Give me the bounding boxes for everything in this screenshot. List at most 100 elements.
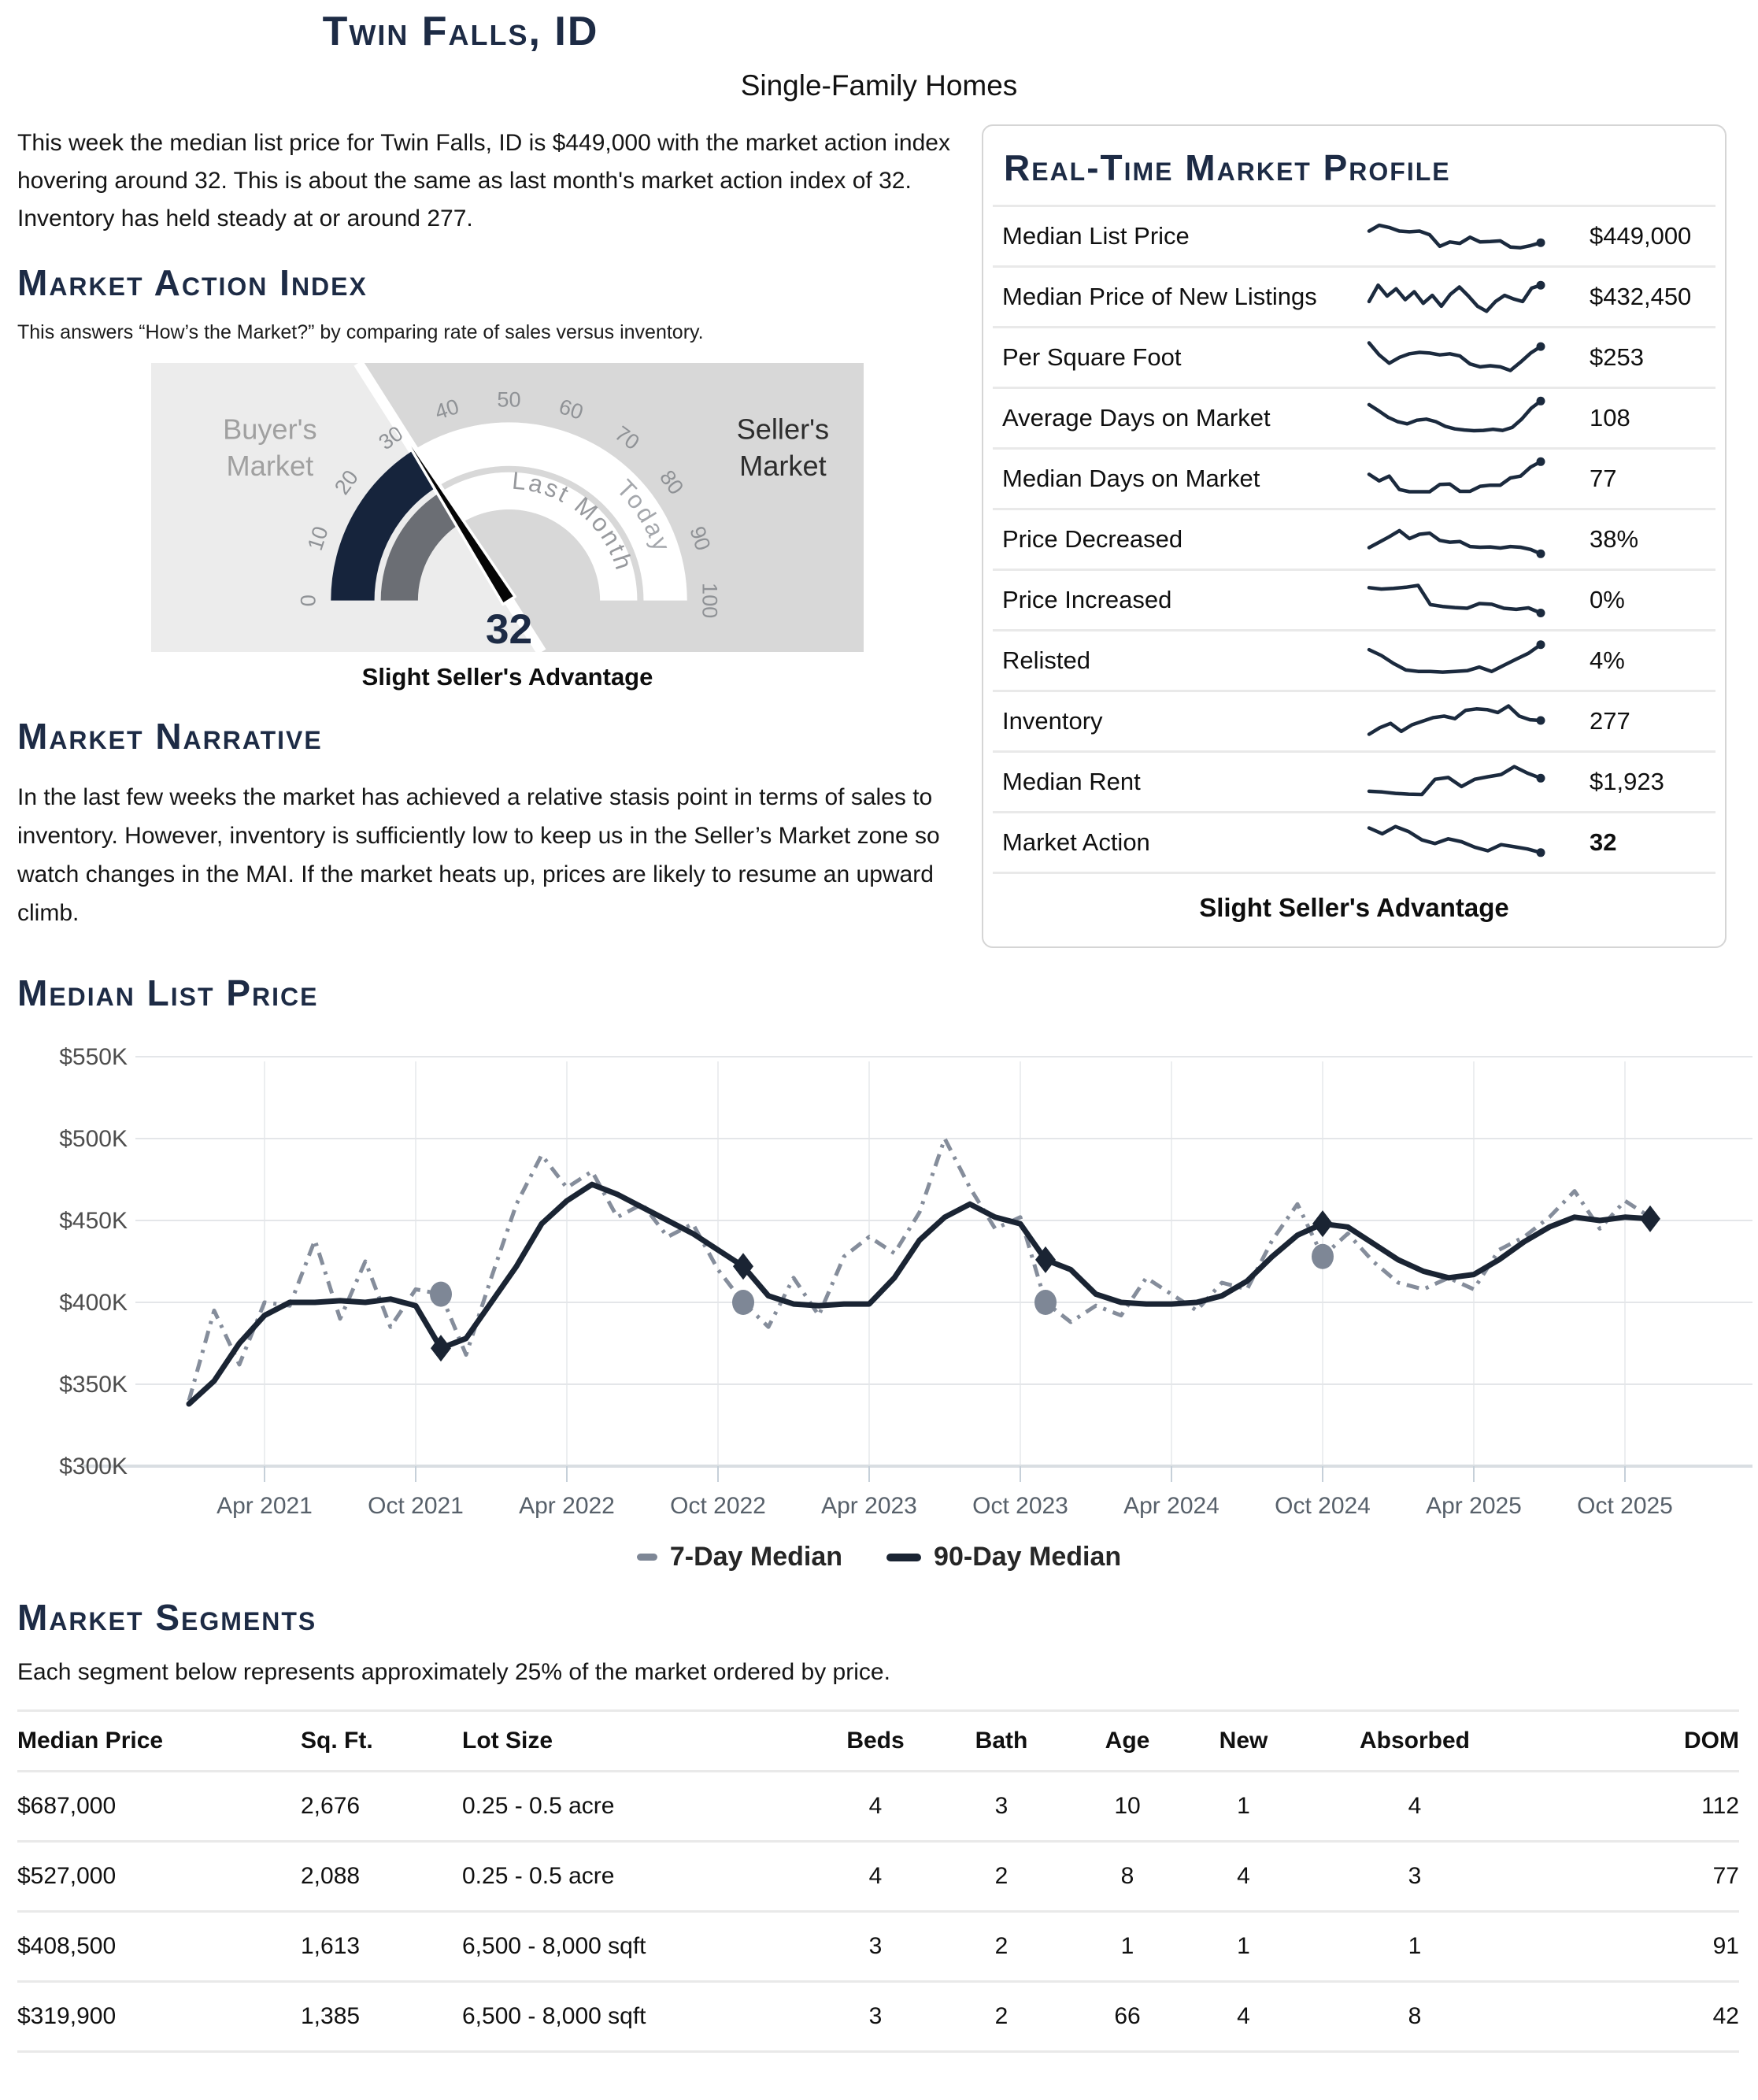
profile-row-value: 108 bbox=[1590, 404, 1630, 431]
sellers-market-label: Seller's bbox=[737, 413, 830, 446]
buyers-market-label: Buyer's bbox=[223, 413, 317, 446]
profile-row-value: $449,000 bbox=[1590, 222, 1692, 250]
segments-cell: 1,385 bbox=[301, 2003, 361, 2029]
x-axis-label: Apr 2023 bbox=[821, 1493, 917, 1519]
profile-row-label: Median Rent bbox=[1002, 768, 1141, 795]
segments-table: Median Price Sq. Ft. Lot Size Beds Bath Age Ne… bbox=[17, 1709, 1739, 2053]
profile-row-label: Price Decreased bbox=[1002, 525, 1183, 553]
sparkline bbox=[1367, 341, 1545, 372]
mai-subtitle: This answers “How’s the Market?” by comp… bbox=[17, 321, 704, 343]
x-axis-label: Oct 2021 bbox=[368, 1493, 464, 1519]
profile-row: Price Increased 0% bbox=[993, 571, 1715, 631]
segments-cell: 1 bbox=[1237, 1933, 1250, 1959]
sparkline bbox=[1367, 583, 1545, 617]
y-axis-label: $350K bbox=[59, 1372, 128, 1398]
profile-row-label: Market Action bbox=[1002, 828, 1150, 856]
segments-header-row: Median Price Sq. Ft. Lot Size Beds Bath Age Ne… bbox=[17, 1709, 1739, 1770]
profile-row-value: 4% bbox=[1590, 646, 1625, 674]
segments-cell: 1 bbox=[1120, 1933, 1134, 1959]
segments-cell: 0.25 - 0.5 acre bbox=[462, 1793, 615, 1819]
sparkline bbox=[1367, 396, 1545, 433]
table-row: $319,900 1,385 6,500 - 8,000 sqft 3 2 66 4 8 42 bbox=[17, 1980, 1739, 2053]
marker-7day-circle bbox=[1034, 1290, 1057, 1315]
profile-row: Median Rent $1,923 bbox=[993, 753, 1715, 813]
segments-cell: 4 bbox=[868, 1863, 883, 1889]
marker-90day-diamond bbox=[1035, 1246, 1056, 1273]
segments-cell: 4 bbox=[1408, 1793, 1422, 1819]
sparkline bbox=[1367, 457, 1545, 494]
x-axis-label: Oct 2024 bbox=[1275, 1493, 1371, 1519]
segments-cell: 1 bbox=[1237, 1793, 1250, 1819]
segments-cell: 1 bbox=[1408, 1933, 1422, 1959]
segments-cell: 1,613 bbox=[301, 1933, 361, 1959]
segments-col-header: Age bbox=[1105, 1728, 1150, 1754]
x-axis-label: Oct 2022 bbox=[670, 1493, 766, 1519]
profile-row: Median Price of New Listings $432,450 bbox=[993, 268, 1715, 328]
profile-row: Inventory 277 bbox=[993, 692, 1715, 753]
marker-7day-circle bbox=[430, 1281, 452, 1307]
profile-rows: Median List Price $449,000 Median Price of… bbox=[993, 205, 1715, 874]
segments-col-header: Beds bbox=[846, 1728, 905, 1754]
legend-7day-label: 7-Day Median bbox=[669, 1542, 843, 1572]
profile-row-value: $1,923 bbox=[1590, 768, 1664, 795]
segments-cell: 0.25 - 0.5 acre bbox=[462, 1863, 615, 1889]
gauge-tick-label: 50 bbox=[497, 387, 520, 411]
profile-row-label: Relisted bbox=[1002, 646, 1090, 674]
svg-text:Market: Market bbox=[739, 450, 827, 482]
profile-row: Price Decreased 38% bbox=[993, 510, 1715, 571]
sparkline bbox=[1367, 280, 1545, 313]
intro-paragraph: This week the median list price for Twin… bbox=[17, 130, 950, 231]
top-row: This week the median list price for Twin… bbox=[0, 124, 1758, 948]
segments-section-title: Market Segments bbox=[17, 1597, 317, 1638]
profile-row-label: Median Price of New Listings bbox=[1002, 283, 1317, 310]
profile-row: Median List Price $449,000 bbox=[993, 207, 1715, 268]
profile-row-value: 77 bbox=[1590, 465, 1617, 492]
profile-row-label: Median Days on Market bbox=[1002, 465, 1260, 492]
segments-cell: 3 bbox=[868, 2003, 883, 2029]
mai-section-title: Market Action Index bbox=[17, 262, 368, 303]
segments-cell: 8 bbox=[1120, 1863, 1134, 1889]
gauge-graphic: 0 10 20 30 40 50 60 70 80 90 100 Last Month Today Buy… bbox=[151, 363, 864, 652]
sparkline bbox=[1367, 528, 1545, 558]
profile-row: Median Days on Market 77 bbox=[993, 450, 1715, 510]
segments-cell: 10 bbox=[1114, 1793, 1141, 1819]
sparkline bbox=[1367, 824, 1545, 857]
y-axis-label: $300K bbox=[59, 1454, 128, 1480]
segments-cell: 91 bbox=[1712, 1933, 1739, 1959]
segments-cell: 4 bbox=[1237, 1863, 1250, 1889]
profile-row-value: $253 bbox=[1590, 343, 1644, 371]
segments-cell: 66 bbox=[1114, 2003, 1141, 2029]
profile-row-label: Median List Price bbox=[1002, 222, 1190, 250]
gauge-value: 32 bbox=[486, 606, 532, 652]
legend-90day-swatch bbox=[886, 1553, 922, 1561]
segments-cell: 42 bbox=[1712, 2003, 1739, 2029]
left-column: This week the median list price for Twin… bbox=[0, 124, 957, 932]
narrative-paragraph: In the last few weeks the market has ach… bbox=[17, 784, 940, 926]
segments-cell: 2 bbox=[994, 1863, 1009, 1889]
table-row: $527,000 2,088 0.25 - 0.5 acre 4 2 8 4 3 77 bbox=[17, 1840, 1739, 1910]
segments-cell: 2,088 bbox=[301, 1863, 361, 1889]
profile-row-label: Inventory bbox=[1002, 707, 1103, 735]
sparkline bbox=[1367, 640, 1545, 674]
y-axis-label: $450K bbox=[59, 1208, 128, 1234]
sparkline bbox=[1367, 223, 1545, 250]
segments-cell: 6,500 - 8,000 sqft bbox=[462, 1933, 646, 1959]
page-title: Twin Falls, ID bbox=[322, 9, 599, 54]
chart-legend: 7-Day Median 90-Day Median bbox=[0, 1542, 1758, 1572]
segments-cell: $687,000 bbox=[17, 1793, 117, 1819]
segments-col-header: Lot Size bbox=[462, 1728, 553, 1754]
gauge-tick-label: 100 bbox=[698, 583, 723, 618]
sparkline bbox=[1367, 704, 1545, 736]
legend-90day: 90-Day Median bbox=[886, 1542, 1121, 1572]
segments-cell: 4 bbox=[1237, 2003, 1250, 2029]
table-row: $408,500 1,613 6,500 - 8,000 sqft 3 2 1 1 1 91 bbox=[17, 1910, 1739, 1980]
y-axis-label: $550K bbox=[59, 1044, 128, 1070]
segments-cell: 3 bbox=[1408, 1863, 1422, 1889]
segments-cell: 6,500 - 8,000 sqft bbox=[462, 2003, 646, 2029]
segments-cell: $319,900 bbox=[17, 2003, 117, 2029]
legend-7day-swatch bbox=[636, 1554, 657, 1561]
marker-7day-circle bbox=[732, 1290, 754, 1315]
chart-section-title: Median List Price bbox=[17, 972, 319, 1013]
segments-cell: 112 bbox=[1701, 1793, 1739, 1819]
